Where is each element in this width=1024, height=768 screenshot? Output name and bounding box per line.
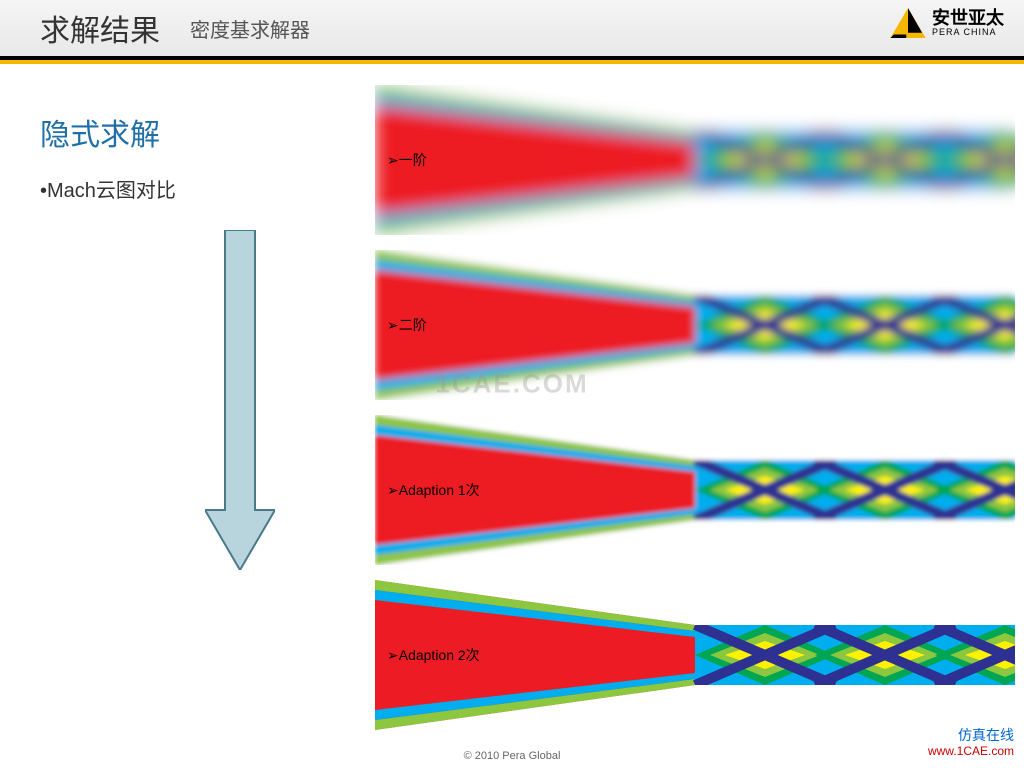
contour-plot-3: ➢Adaption 1次	[375, 415, 1015, 565]
header-bar: 求解结果 密度基求解器	[0, 0, 1024, 60]
watermark-bottom-right: 仿真在线 www.1CAE.com	[928, 726, 1014, 760]
plot-label-2: ➢二阶	[387, 315, 427, 335]
watermark-url: www.1CAE.com	[928, 744, 1014, 760]
logo-text: 安世亚太	[932, 9, 1004, 27]
bullet-text: •Mach云图对比	[40, 174, 340, 203]
logo: 安世亚太 PERA CHINA	[890, 8, 1004, 38]
contour-plot-2: ➢二阶	[375, 250, 1015, 400]
plot-label-1: ➢一阶	[387, 150, 427, 170]
logo-subtext: PERA CHINA	[932, 27, 1004, 37]
contour-plot-1: ➢一阶	[375, 85, 1015, 235]
footer-copyright: © 2010 Pera Global	[0, 750, 1024, 762]
contour-plot-4: ➢Adaption 2次	[375, 580, 1015, 730]
left-column: 隐式求解 •Mach云图对比	[40, 110, 340, 203]
title-main: 求解结果	[40, 6, 160, 50]
accent-bar	[0, 60, 1024, 64]
title-sub: 密度基求解器	[190, 14, 310, 43]
watermark-cn: 仿真在线	[928, 726, 1014, 744]
down-arrow-icon	[205, 230, 275, 570]
logo-triangle-icon	[890, 8, 926, 38]
section-title: 隐式求解	[40, 110, 340, 154]
plot-label-4: ➢Adaption 2次	[387, 645, 480, 665]
contour-plots-container: ➢一阶 ➢二阶 ➢Adaption 1次 ➢Adaption 2次	[375, 85, 1015, 745]
plot-label-3: ➢Adaption 1次	[387, 480, 480, 500]
